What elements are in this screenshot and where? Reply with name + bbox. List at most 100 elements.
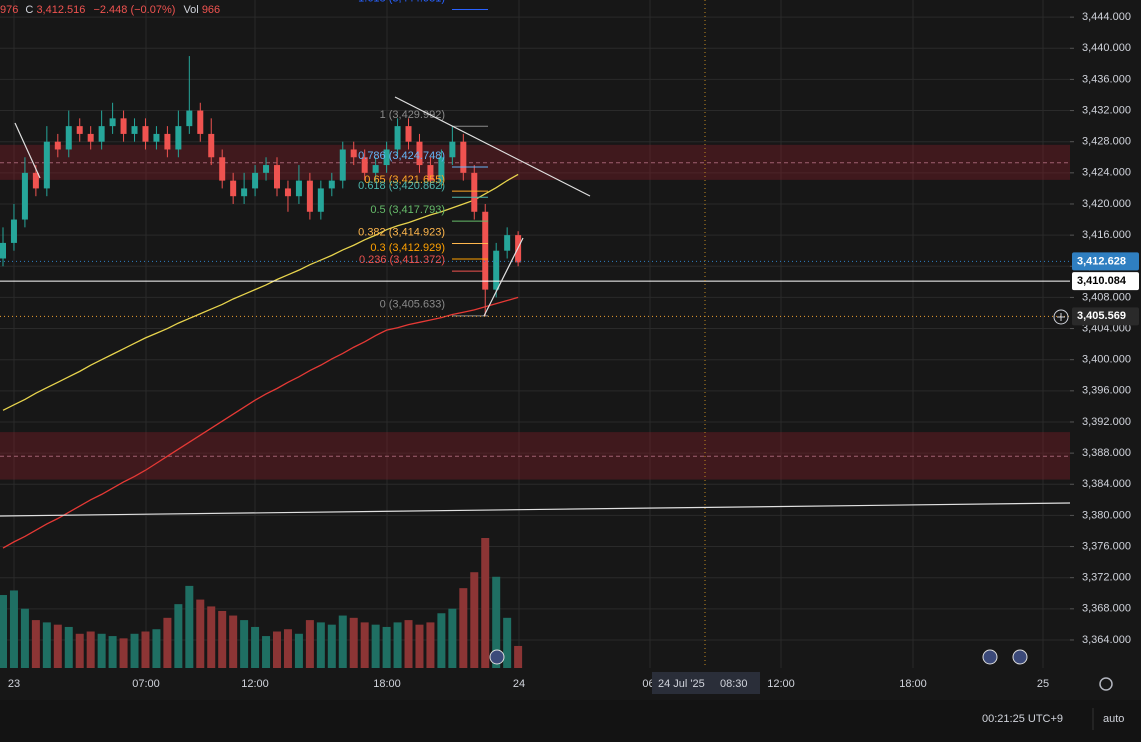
close-value: 3,412.516 [36, 4, 85, 16]
volume-bar [503, 617, 512, 668]
x-tick-label: 18:00 [373, 678, 401, 690]
y-tick-label: 3,420.000 [1082, 198, 1131, 210]
candle-body [54, 141, 61, 150]
volume-bar [141, 631, 150, 668]
candle-body [405, 126, 412, 142]
volume-bar [316, 622, 325, 668]
moving-average [2, 173, 519, 411]
price-tag [1072, 307, 1139, 326]
candle-body [328, 180, 335, 189]
volume-bar [294, 633, 303, 668]
volume-value: 966 [202, 4, 220, 16]
volume-bar [492, 576, 501, 668]
volume-bar [42, 622, 51, 668]
candle-body [65, 126, 72, 150]
y-tick-label: 3,424.000 [1082, 167, 1131, 179]
volume-bar [273, 631, 281, 668]
volume-bar [459, 588, 468, 668]
volume-bar [327, 624, 336, 668]
x-tick-label: 18:00 [899, 678, 927, 690]
y-tick-label: 3,380.000 [1082, 509, 1131, 521]
volume-bar [481, 538, 490, 668]
x-tick-label: 23 [8, 678, 20, 690]
volume-bar [448, 608, 457, 668]
volume-bar [371, 624, 380, 668]
y-tick-label: 3,400.000 [1082, 354, 1131, 366]
volume-bar [53, 624, 62, 668]
candle-body [87, 133, 94, 142]
grid [0, 0, 1070, 668]
candle-body [230, 180, 237, 197]
y-tick-label: 3,416.000 [1082, 229, 1131, 241]
candle-body [241, 188, 248, 197]
trend-line [483, 237, 524, 317]
price-tag [1072, 252, 1139, 271]
price-tags: 3,412.628 3,410.084 3,405.569 [1072, 252, 1139, 326]
volume-bar [218, 610, 227, 668]
scale-mode[interactable]: auto [1103, 713, 1124, 725]
volume-bar [75, 633, 84, 668]
candle-body [295, 180, 302, 197]
fib-label: 0.618 (3,420.862) [358, 180, 445, 192]
candle-body [416, 141, 423, 166]
candles [0, 56, 522, 317]
close-label: C [25, 4, 33, 16]
y-tick-label: 3,372.000 [1082, 572, 1131, 584]
y-tick-label: 3,432.000 [1082, 104, 1131, 116]
add-alert[interactable] [1053, 309, 1069, 325]
fib-label: 1 (3,429.992) [380, 109, 445, 121]
volume-bar [185, 585, 194, 668]
candle-body [0, 242, 6, 259]
volume-bar [470, 572, 479, 668]
candle-body [175, 126, 182, 150]
candle-body [460, 141, 467, 173]
volume-bar [283, 629, 292, 668]
y-tick-label: 3,396.000 [1082, 385, 1131, 397]
price-tag-label: 3,412.628 [1077, 255, 1126, 267]
candle-body [504, 235, 511, 251]
y-tick-label: 3,428.000 [1082, 136, 1131, 148]
candle-body [438, 157, 445, 181]
candle-body [10, 219, 17, 243]
volume-bar [415, 624, 424, 668]
candle-body [186, 110, 193, 127]
volume-bar [152, 629, 161, 668]
fib-label: 0.786 (3,424.748) [358, 150, 445, 162]
volume-pane [0, 538, 523, 668]
volume-bar [338, 615, 347, 668]
legend: 976 C 3,412.516 −2.448 (−0.07%) Vol 966 [0, 4, 220, 16]
candle-body [394, 126, 401, 150]
price-axis [1070, 0, 1141, 700]
trend-line [394, 96, 591, 197]
trend-line [14, 122, 41, 179]
event-flag[interactable] [1012, 649, 1028, 665]
moving-average [2, 296, 519, 549]
volume-bar [119, 638, 128, 668]
price-tag [1072, 272, 1139, 291]
volume-bar [229, 615, 238, 668]
volume-bar [196, 599, 205, 668]
crosshair-date: 24 Jul '25 [658, 678, 705, 690]
x-tick-label: 25 [1037, 678, 1049, 690]
time-axis: 23 07:00 12:00 18:00 24 06: 12:00 18:00 25 [8, 678, 1049, 690]
volume-bar [437, 613, 446, 668]
candle-body [372, 165, 379, 173]
x-tick-label: 24 [513, 678, 525, 690]
volume-bar [251, 626, 260, 668]
event-flag[interactable] [489, 649, 505, 665]
volume-bar [31, 620, 40, 668]
price-tag-label: 3,405.569 [1077, 310, 1126, 322]
candle-body [361, 157, 368, 173]
candle-body [339, 149, 346, 181]
candle-body [131, 126, 138, 134]
candle-body [142, 126, 149, 142]
fibonacci: 1.618 (3,444.981) 1 (3,429.992) 0.786 (3,4… [358, 0, 488, 317]
volume-bar [108, 636, 117, 668]
change: −2.448 (−0.07%) [93, 4, 175, 16]
y-tick-label: 3,376.000 [1082, 540, 1131, 552]
settings-icon[interactable] [1099, 677, 1113, 691]
candle-body [493, 250, 500, 290]
event-flag[interactable] [982, 649, 998, 665]
